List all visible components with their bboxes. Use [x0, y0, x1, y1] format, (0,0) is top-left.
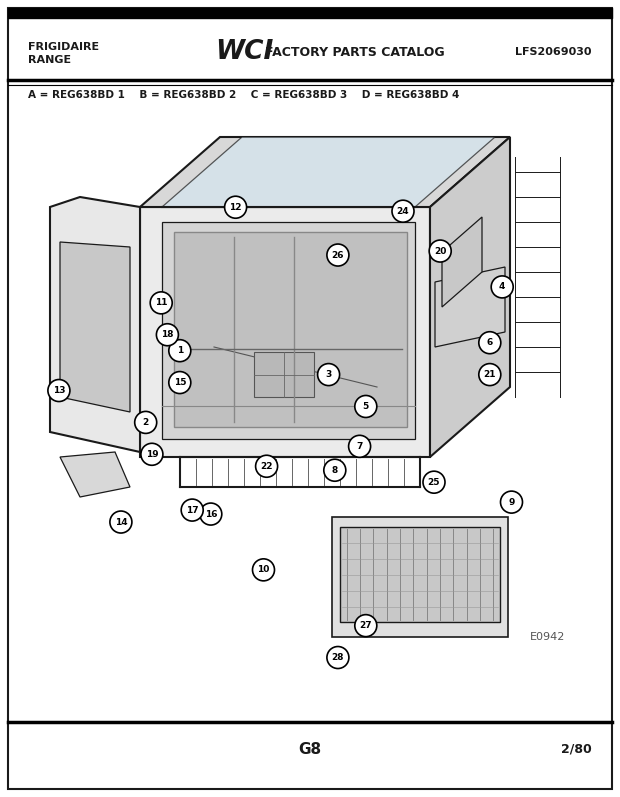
Polygon shape — [50, 197, 140, 452]
Bar — [254, 352, 314, 397]
Text: 28: 28 — [332, 653, 344, 662]
Text: 17: 17 — [186, 505, 198, 515]
Circle shape — [355, 614, 377, 637]
Polygon shape — [162, 137, 495, 207]
Circle shape — [423, 471, 445, 493]
Circle shape — [479, 363, 501, 386]
Circle shape — [327, 646, 349, 669]
Text: 4: 4 — [499, 282, 505, 292]
Circle shape — [500, 491, 523, 513]
Text: 5: 5 — [363, 402, 369, 411]
Circle shape — [181, 499, 203, 521]
Text: 7: 7 — [356, 442, 363, 451]
Text: 21: 21 — [484, 370, 496, 379]
Text: 14: 14 — [115, 517, 127, 527]
Circle shape — [135, 411, 157, 434]
Circle shape — [479, 332, 501, 354]
Polygon shape — [60, 452, 130, 497]
Text: 2: 2 — [143, 418, 149, 427]
Text: LFS2069030: LFS2069030 — [515, 47, 592, 57]
Circle shape — [156, 324, 179, 346]
Bar — [174, 232, 407, 427]
Polygon shape — [435, 267, 505, 347]
Bar — [340, 527, 500, 622]
Polygon shape — [442, 217, 482, 307]
Circle shape — [110, 511, 132, 533]
Text: 26: 26 — [332, 250, 344, 260]
Circle shape — [169, 371, 191, 394]
Text: 12: 12 — [229, 202, 242, 212]
Circle shape — [348, 435, 371, 457]
Text: A = REG638BD 1    B = REG638BD 2    C = REG638BD 3    D = REG638BD 4: A = REG638BD 1 B = REG638BD 2 C = REG638… — [28, 90, 459, 100]
Text: 2/80: 2/80 — [561, 743, 592, 756]
Circle shape — [429, 240, 451, 262]
Circle shape — [255, 455, 278, 477]
Circle shape — [48, 379, 70, 402]
Circle shape — [324, 459, 346, 481]
Text: 27: 27 — [360, 621, 372, 630]
Text: 18: 18 — [161, 330, 174, 340]
Text: FACTORY PARTS CATALOG: FACTORY PARTS CATALOG — [265, 45, 445, 58]
Text: 10: 10 — [257, 565, 270, 575]
Text: 9: 9 — [508, 497, 515, 507]
Text: 1: 1 — [177, 346, 183, 355]
Text: G8: G8 — [298, 741, 322, 756]
Text: FRIGIDAIRE: FRIGIDAIRE — [28, 42, 99, 52]
Polygon shape — [60, 242, 130, 412]
Text: 11: 11 — [155, 298, 167, 308]
Polygon shape — [430, 137, 510, 457]
Circle shape — [224, 196, 247, 218]
Text: 6: 6 — [487, 338, 493, 347]
Text: 24: 24 — [397, 206, 409, 216]
Circle shape — [327, 244, 349, 266]
Circle shape — [150, 292, 172, 314]
Text: 20: 20 — [434, 246, 446, 256]
Circle shape — [141, 443, 163, 465]
Text: 22: 22 — [260, 461, 273, 471]
Bar — [332, 517, 508, 637]
Circle shape — [355, 395, 377, 418]
Circle shape — [392, 200, 414, 222]
Text: 8: 8 — [332, 465, 338, 475]
Text: 13: 13 — [53, 386, 65, 395]
Circle shape — [491, 276, 513, 298]
Circle shape — [317, 363, 340, 386]
Circle shape — [200, 503, 222, 525]
Text: 3: 3 — [326, 370, 332, 379]
Circle shape — [252, 559, 275, 581]
Text: RANGE: RANGE — [28, 55, 71, 65]
Circle shape — [169, 340, 191, 362]
Polygon shape — [140, 207, 430, 457]
Text: E0942: E0942 — [529, 632, 565, 642]
Polygon shape — [140, 137, 510, 207]
Text: 25: 25 — [428, 477, 440, 487]
Text: 19: 19 — [146, 450, 158, 459]
Text: WCI: WCI — [215, 39, 273, 65]
Text: 15: 15 — [174, 378, 186, 387]
Bar — [162, 222, 415, 439]
Text: 16: 16 — [205, 509, 217, 519]
